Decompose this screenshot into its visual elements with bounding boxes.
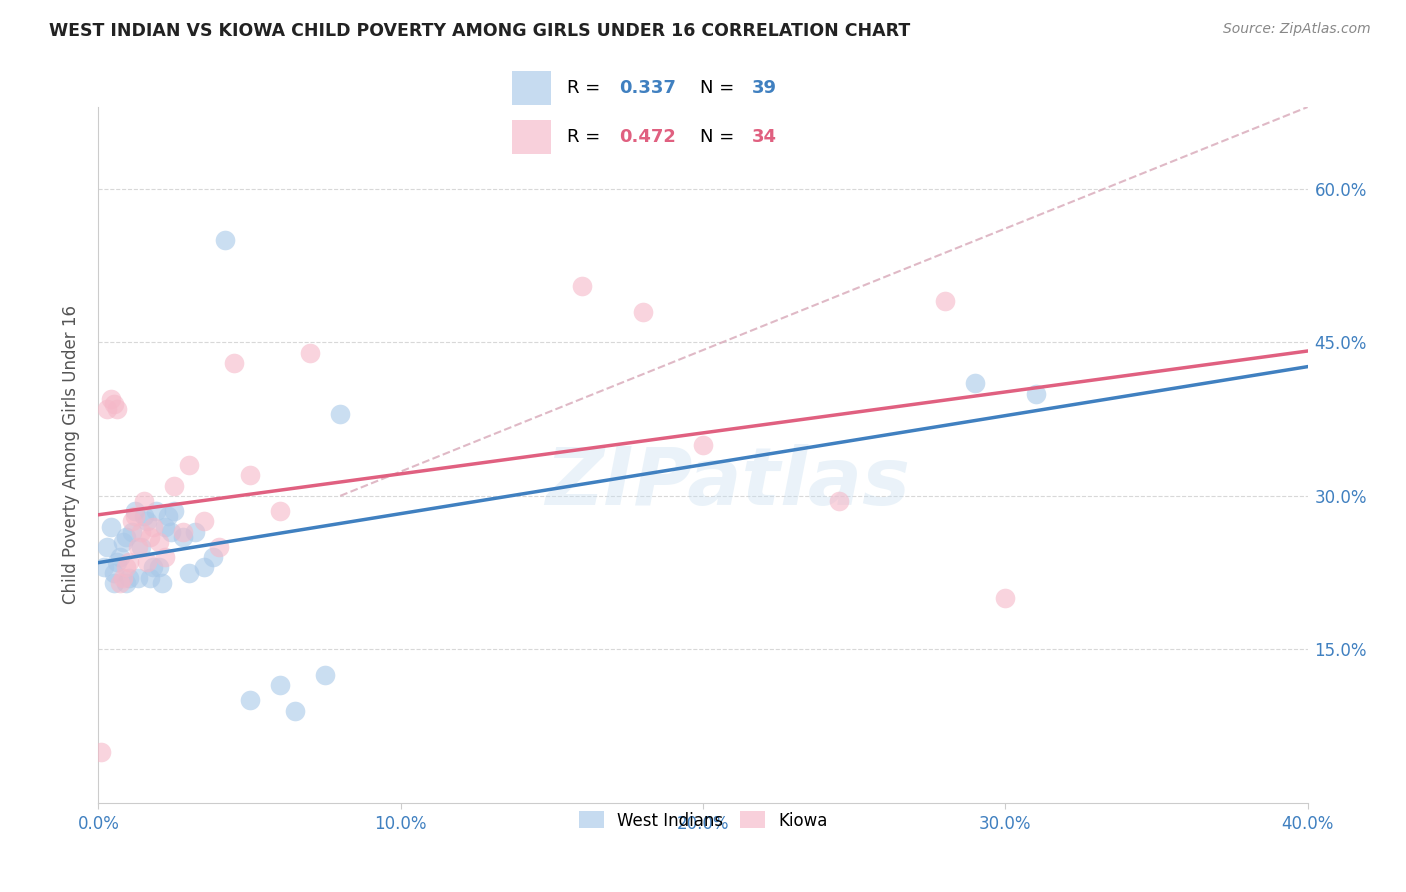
Point	[114, 575, 136, 590]
Point	[692, 438, 714, 452]
Point	[93, 560, 115, 574]
Point	[96, 540, 118, 554]
Point	[314, 668, 336, 682]
Text: R =: R =	[567, 128, 606, 146]
Text: Source: ZipAtlas.com: Source: ZipAtlas.com	[1223, 22, 1371, 37]
Point	[329, 407, 352, 421]
Point	[121, 524, 143, 539]
Point	[139, 571, 162, 585]
Point	[965, 376, 987, 391]
Point	[111, 571, 134, 585]
Legend: West Indians, Kiowa: West Indians, Kiowa	[572, 805, 834, 836]
Point	[127, 571, 149, 585]
Point	[269, 678, 291, 692]
Point	[90, 745, 112, 759]
Point	[1024, 386, 1046, 401]
Point	[118, 555, 141, 569]
Point	[934, 294, 956, 309]
Point	[103, 397, 125, 411]
Point	[179, 566, 201, 580]
Point	[118, 571, 141, 585]
Point	[135, 515, 157, 529]
Point	[96, 401, 118, 416]
FancyBboxPatch shape	[512, 120, 551, 154]
Text: WEST INDIAN VS KIOWA CHILD POVERTY AMONG GIRLS UNDER 16 CORRELATION CHART: WEST INDIAN VS KIOWA CHILD POVERTY AMONG…	[49, 22, 911, 40]
Point	[114, 530, 136, 544]
Point	[124, 509, 146, 524]
Point	[148, 560, 170, 574]
Point	[172, 524, 194, 539]
Point	[111, 534, 134, 549]
Text: 34: 34	[751, 128, 776, 146]
Point	[172, 530, 194, 544]
Point	[135, 555, 157, 569]
Point	[108, 550, 131, 565]
Point	[103, 566, 125, 580]
Point	[160, 524, 183, 539]
Point	[139, 530, 162, 544]
Point	[284, 704, 307, 718]
Text: N =: N =	[700, 79, 740, 97]
Text: N =: N =	[700, 128, 740, 146]
Point	[100, 519, 122, 533]
Point	[142, 560, 165, 574]
Point	[129, 524, 152, 539]
Point	[156, 509, 179, 524]
Point	[239, 693, 262, 707]
Text: R =: R =	[567, 79, 606, 97]
Point	[105, 555, 128, 569]
Point	[184, 524, 207, 539]
Point	[121, 515, 143, 529]
Point	[100, 392, 122, 406]
Point	[103, 575, 125, 590]
Text: 0.337: 0.337	[619, 79, 676, 97]
Point	[299, 345, 322, 359]
Point	[239, 468, 262, 483]
Point	[224, 356, 246, 370]
Point	[132, 509, 155, 524]
Point	[269, 504, 291, 518]
Point	[108, 575, 131, 590]
Point	[153, 519, 176, 533]
Point	[208, 540, 231, 554]
Text: ZIPatlas: ZIPatlas	[544, 443, 910, 522]
Point	[163, 478, 186, 492]
Text: 39: 39	[751, 79, 776, 97]
Point	[148, 534, 170, 549]
Point	[631, 304, 654, 318]
Y-axis label: Child Poverty Among Girls Under 16: Child Poverty Among Girls Under 16	[62, 305, 80, 605]
Point	[105, 401, 128, 416]
Point	[129, 540, 152, 554]
Point	[124, 504, 146, 518]
Point	[132, 494, 155, 508]
Point	[994, 591, 1017, 606]
FancyBboxPatch shape	[512, 71, 551, 105]
Point	[150, 575, 173, 590]
Point	[828, 494, 851, 508]
Point	[571, 279, 593, 293]
Point	[145, 504, 167, 518]
Point	[193, 515, 215, 529]
Point	[163, 504, 186, 518]
Point	[114, 560, 136, 574]
Point	[127, 540, 149, 554]
Point	[142, 519, 165, 533]
Point	[179, 458, 201, 472]
Point	[202, 550, 225, 565]
Text: 0.472: 0.472	[619, 128, 676, 146]
Point	[214, 233, 236, 247]
Point	[153, 550, 176, 565]
Point	[193, 560, 215, 574]
